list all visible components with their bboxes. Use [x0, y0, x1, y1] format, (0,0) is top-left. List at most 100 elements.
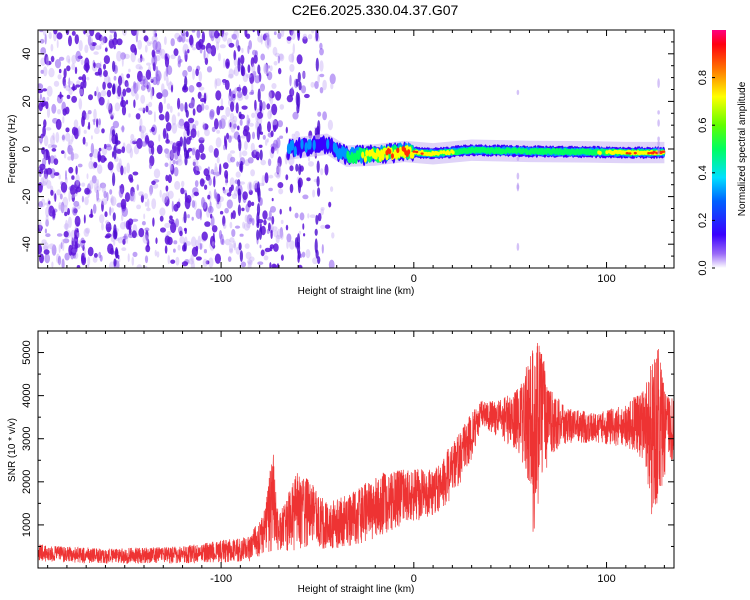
- noise-blob: [38, 201, 43, 208]
- noise-blob: [329, 73, 336, 85]
- noise-blob: [137, 39, 142, 50]
- noise-blob: [228, 68, 234, 79]
- noise-blob: [260, 159, 267, 166]
- noise-blob: [145, 244, 151, 253]
- noise-blob: [217, 32, 220, 37]
- noise-blob: [280, 219, 284, 225]
- noise-blob: [222, 215, 226, 227]
- noise-blob: [171, 114, 177, 126]
- noise-blob: [200, 103, 205, 111]
- noise-blob: [149, 184, 154, 195]
- spectrogram-ticks: -100 0 100 -40 -20 0 20 40: [21, 29, 674, 285]
- noise-blob: [229, 122, 232, 128]
- noise-blob: [126, 73, 131, 79]
- noise-streak: [237, 204, 241, 217]
- noise-blob: [138, 66, 144, 70]
- noise-blob: [70, 194, 76, 198]
- noise-blob: [73, 119, 79, 129]
- noise-blob: [245, 251, 252, 260]
- noise-blob: [208, 177, 212, 186]
- noise-blob: [214, 118, 219, 130]
- noise-blob: [219, 163, 222, 176]
- noise-streak: [240, 64, 244, 76]
- noise-blob: [94, 45, 102, 51]
- noise-blob: [219, 44, 226, 49]
- noise-blob: [214, 30, 220, 39]
- ridge-segment: [501, 148, 505, 155]
- ridge-segment: [304, 142, 308, 153]
- noise-blob: [250, 142, 255, 152]
- ridge-segment: [662, 150, 666, 153]
- noise-blob: [77, 125, 81, 137]
- noise-blob: [176, 158, 183, 166]
- noise-blob: [75, 84, 81, 88]
- noise-blob: [258, 144, 263, 148]
- noise-blob: [229, 248, 234, 254]
- noise-blob: [188, 117, 195, 124]
- noise-blob: [136, 264, 143, 268]
- noise-blob: [164, 162, 169, 168]
- noise-blob: [154, 249, 157, 257]
- noise-blob: [285, 224, 289, 231]
- noise-blob: [63, 68, 67, 79]
- noise-blob: [98, 96, 105, 106]
- noise-blob: [150, 78, 154, 83]
- ridge-spike: [516, 242, 520, 251]
- noise-blob: [261, 174, 265, 187]
- noise-blob: [135, 81, 141, 91]
- noise-blob: [320, 207, 325, 211]
- noise-blob: [120, 236, 123, 240]
- noise-blob: [145, 105, 149, 113]
- noise-blob: [125, 143, 132, 154]
- noise-blob: [231, 229, 236, 237]
- noise-blob: [75, 50, 82, 63]
- chart-title: C2E6.2025.330.04.37.G07: [291, 2, 459, 18]
- noise-streak: [259, 99, 263, 112]
- noise-blob: [107, 82, 113, 89]
- noise-blob: [278, 188, 284, 195]
- noise-blob: [185, 137, 191, 145]
- noise-blob: [195, 149, 201, 161]
- noise-blob: [243, 222, 251, 231]
- noise-blob: [58, 174, 61, 180]
- noise-blob: [230, 212, 233, 220]
- noise-blob: [121, 146, 126, 154]
- noise-blob: [125, 99, 129, 105]
- noise-blob: [105, 221, 112, 233]
- noise-blob: [310, 81, 315, 88]
- noise-blob: [85, 142, 88, 147]
- noise-blob: [148, 101, 153, 108]
- colorbar-ticks: 0.0 0.2 0.4 0.6 0.8: [697, 70, 715, 276]
- noise-blob: [54, 193, 57, 202]
- snr-ylabel: SNR (10 * v/v): [7, 418, 18, 482]
- noise-blob: [236, 161, 240, 167]
- noise-blob: [68, 35, 72, 47]
- noise-blob: [97, 164, 103, 175]
- noise-blob: [124, 192, 131, 203]
- noise-blob: [45, 233, 51, 238]
- noise-blob: [289, 30, 294, 36]
- noise-blob: [135, 63, 142, 70]
- noise-blob: [270, 206, 276, 213]
- noise-blob: [164, 222, 171, 228]
- noise-blob: [230, 184, 234, 191]
- noise-blob: [109, 34, 113, 41]
- noise-blob: [62, 242, 65, 252]
- noise-blob: [144, 201, 148, 207]
- noise-blob: [254, 75, 261, 84]
- noise-blob: [110, 207, 114, 213]
- noise-blob: [166, 65, 173, 76]
- noise-blob: [158, 114, 165, 121]
- noise-blob: [103, 63, 106, 70]
- noise-blob: [56, 233, 63, 237]
- noise-blob: [247, 261, 252, 268]
- noise-blob: [319, 42, 323, 50]
- noise-blob: [306, 177, 311, 182]
- noise-blob: [118, 75, 123, 86]
- noise-blob: [252, 49, 257, 56]
- noise-blob: [246, 114, 250, 121]
- colorbar-tick-label: 0.4: [697, 165, 709, 180]
- noise-blob: [83, 247, 86, 258]
- noise-blob: [90, 143, 95, 155]
- noise-blob: [268, 187, 273, 192]
